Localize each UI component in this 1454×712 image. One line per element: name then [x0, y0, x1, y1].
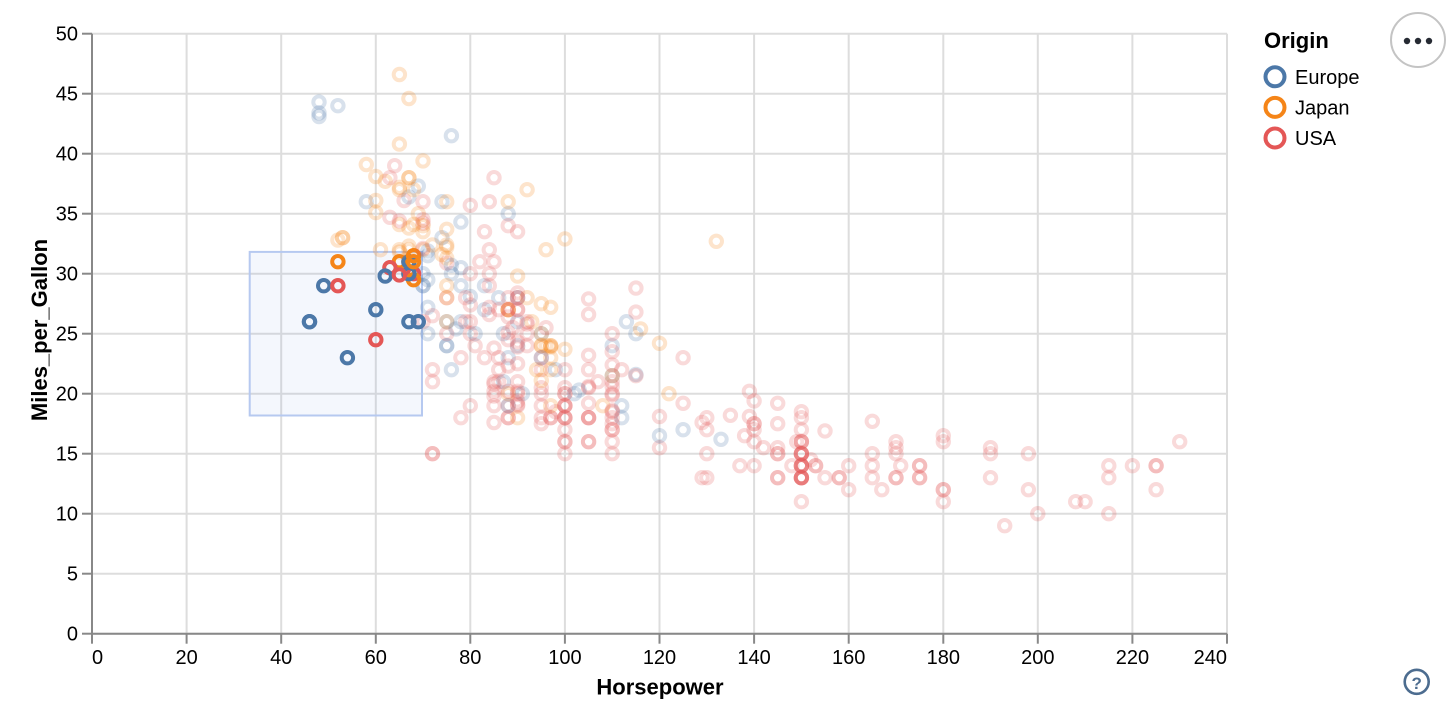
svg-text:10: 10 — [56, 504, 78, 526]
svg-text:?: ? — [1412, 674, 1422, 693]
svg-text:25: 25 — [56, 324, 78, 346]
svg-text:40: 40 — [56, 144, 78, 166]
svg-text:100: 100 — [548, 647, 581, 669]
svg-text:USA: USA — [1295, 128, 1337, 150]
svg-text:5: 5 — [67, 564, 78, 586]
svg-text:30: 30 — [56, 264, 78, 286]
svg-text:240: 240 — [1194, 647, 1227, 669]
svg-text:Japan: Japan — [1295, 97, 1350, 119]
svg-text:Miles_per_Gallon: Miles_per_Gallon — [27, 239, 52, 421]
svg-text:20: 20 — [56, 384, 78, 406]
svg-text:Horsepower: Horsepower — [596, 675, 724, 700]
svg-text:60: 60 — [365, 647, 387, 669]
svg-text:120: 120 — [643, 647, 676, 669]
svg-text:180: 180 — [927, 647, 960, 669]
svg-text:20: 20 — [175, 647, 197, 669]
svg-text:45: 45 — [56, 84, 78, 106]
svg-text:0: 0 — [67, 624, 78, 646]
svg-text:200: 200 — [1021, 647, 1054, 669]
svg-text:50: 50 — [56, 24, 78, 46]
svg-text:160: 160 — [832, 647, 865, 669]
svg-text:140: 140 — [737, 647, 770, 669]
svg-text:220: 220 — [1116, 647, 1149, 669]
svg-text:15: 15 — [56, 444, 78, 466]
svg-text:40: 40 — [270, 647, 292, 669]
svg-text:35: 35 — [56, 204, 78, 226]
svg-text:Origin: Origin — [1264, 28, 1329, 53]
svg-text:80: 80 — [459, 647, 481, 669]
svg-text:Europe: Europe — [1295, 67, 1360, 89]
svg-text:0: 0 — [92, 647, 103, 669]
